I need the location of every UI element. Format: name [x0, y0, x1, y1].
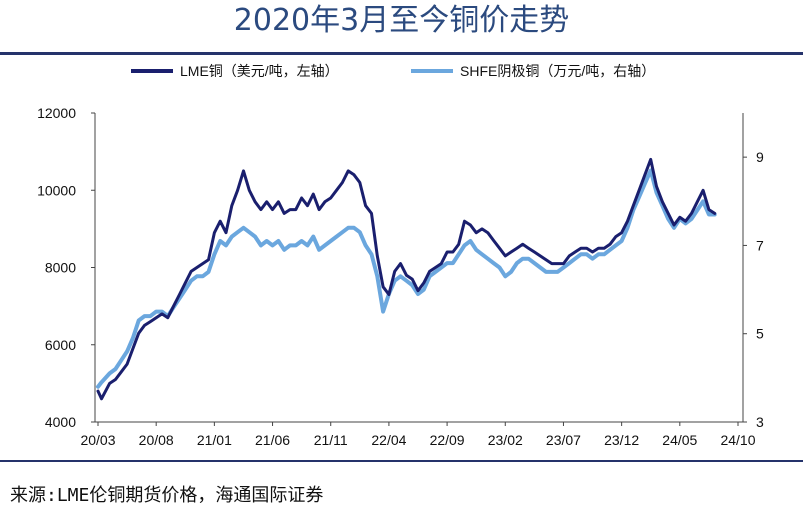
legend: LME铜（美元/吨，左轴） SHFE阴极铜（万元/吨，右轴）	[131, 63, 655, 79]
series-layer	[96, 157, 717, 401]
left-y-tick-label: 8000	[45, 260, 76, 276]
x-tick-label: 20/03	[80, 432, 115, 448]
legend-label-shfe: SHFE阴极铜（万元/吨，右轴）	[460, 63, 655, 79]
left-y-tick-label: 6000	[45, 337, 76, 353]
source-divider	[0, 460, 803, 462]
right-y-tick-label: 9	[756, 149, 764, 165]
x-tick-label: 22/04	[371, 432, 406, 448]
right-y-tick-label: 5	[756, 326, 764, 342]
right-y-tick-label: 7	[756, 237, 764, 253]
left-y-tick-label: 12000	[37, 105, 76, 121]
series-line-lme	[96, 157, 717, 401]
left-y-tick-label: 4000	[45, 414, 76, 430]
x-tick-label: 23/12	[604, 432, 639, 448]
left-y-tick-label: 10000	[37, 182, 76, 198]
x-tick-label: 23/07	[546, 432, 581, 448]
right-y-tick-label: 3	[756, 414, 764, 430]
x-tick-label: 22/09	[430, 432, 465, 448]
x-tick-label: 21/06	[255, 432, 290, 448]
source-note: 来源:LME伦铜期货价格，海通国际证券	[10, 485, 324, 506]
x-tick-label: 21/11	[314, 432, 348, 448]
chart-title: 2020年3月至今铜价走势	[233, 3, 570, 38]
axes	[94, 113, 744, 423]
legend-label-lme: LME铜（美元/吨，左轴）	[180, 63, 339, 79]
series-line-shfe	[96, 168, 717, 389]
ticks: 12000 10000 8000 6000 4000 9 7 5 3 20/03 20/08 21/0…	[37, 105, 764, 448]
chart-canvas: LME铜（美元/吨，左轴） SHFE阴极铜（万元/吨，右轴） 12000 1000…	[37, 63, 764, 448]
x-tick-label: 24/10	[720, 432, 755, 448]
x-tick-label: 24/05	[662, 432, 697, 448]
x-tick-label: 23/02	[488, 432, 523, 448]
title-divider	[0, 52, 803, 55]
x-tick-label: 21/01	[197, 432, 232, 448]
x-tick-label: 20/08	[139, 432, 174, 448]
